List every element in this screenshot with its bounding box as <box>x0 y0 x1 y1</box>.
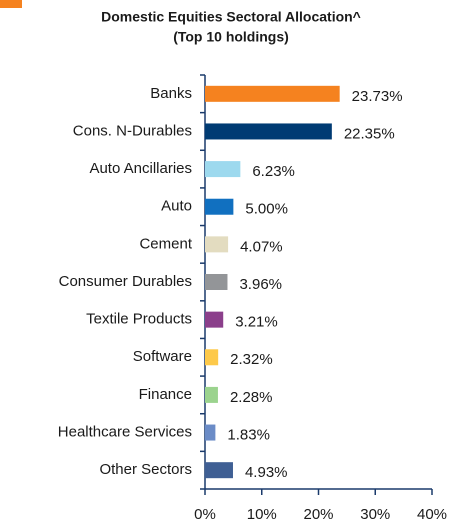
value-label: 4.93% <box>245 464 288 481</box>
corner-accent <box>0 0 22 8</box>
y-tick-label: Auto <box>161 198 192 215</box>
x-tick-label: 30% <box>360 506 390 523</box>
x-tick-label: 20% <box>303 506 333 523</box>
y-tick-label: Software <box>133 348 192 365</box>
x-tick-label: 0% <box>194 506 216 523</box>
bar <box>205 123 332 140</box>
y-tick-label: Healthcare Services <box>58 424 192 441</box>
value-label: 22.35% <box>344 125 395 142</box>
bar <box>205 161 241 178</box>
y-tick-label: Textile Products <box>86 311 192 328</box>
y-tick-label: Finance <box>139 386 192 403</box>
value-label: 4.07% <box>240 238 283 255</box>
x-tick-label: 40% <box>417 506 447 523</box>
bar <box>205 274 228 290</box>
bar <box>205 85 340 102</box>
chart-title: Domestic Equities Sectoral Allocation^ <box>101 9 361 25</box>
value-label: 23.73% <box>352 88 403 105</box>
value-label: 5.00% <box>245 201 288 218</box>
bar <box>205 236 229 253</box>
value-label: 3.21% <box>235 314 278 331</box>
y-tick-label: Cement <box>139 235 192 252</box>
bar <box>205 198 234 215</box>
y-tick-label: Consumer Durables <box>59 273 192 290</box>
value-label: 6.23% <box>252 163 295 180</box>
y-tick-label: Banks <box>150 85 192 102</box>
bar <box>205 349 219 366</box>
value-label: 1.83% <box>227 427 270 444</box>
y-tick-label: Cons. N-Durables <box>73 122 192 139</box>
x-tick-label: 10% <box>247 506 277 523</box>
value-label: 2.32% <box>230 351 273 368</box>
bar <box>205 462 233 479</box>
y-tick-label: Auto Ancillaries <box>89 160 192 177</box>
y-tick-label: Other Sectors <box>99 461 192 478</box>
bar <box>205 386 218 403</box>
bar <box>205 311 224 328</box>
chart-subtitle: (Top 10 holdings) <box>173 29 289 45</box>
bar <box>205 424 216 441</box>
value-label: 2.28% <box>230 389 273 406</box>
value-label: 3.96% <box>239 276 282 293</box>
